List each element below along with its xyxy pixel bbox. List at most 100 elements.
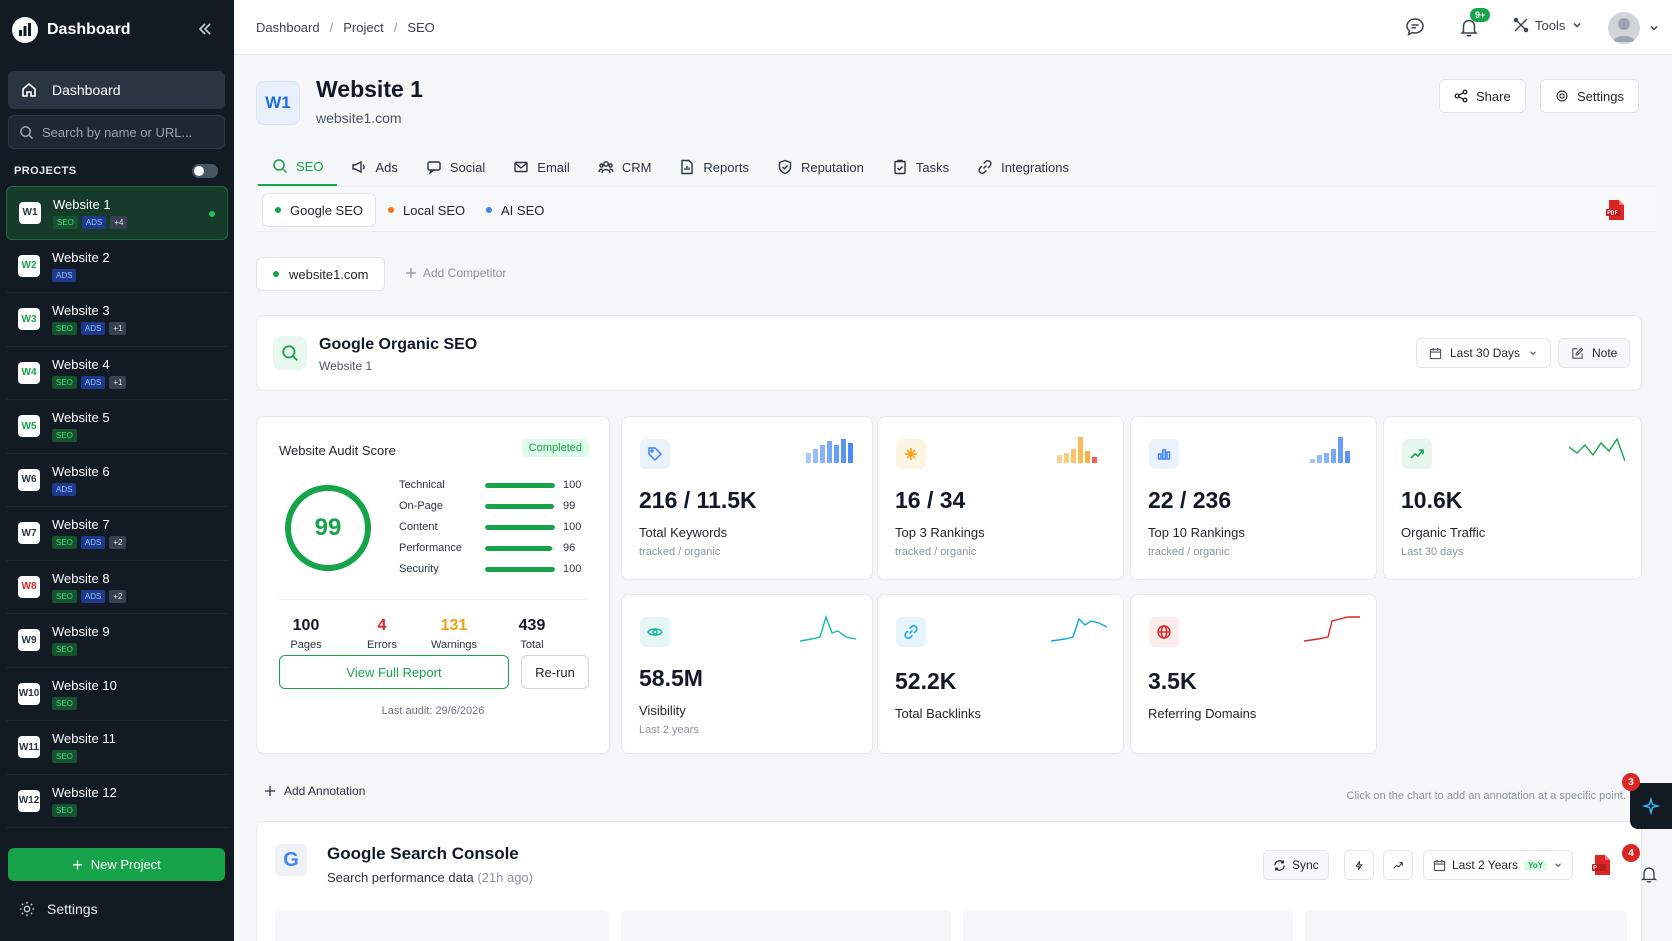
sidebar-project-item[interactable]: W7 Website 7 SEO ADS +2 [6, 507, 228, 561]
audit-metric-row: Content 100 [399, 517, 589, 537]
calendar-icon [1429, 347, 1442, 359]
kpi-card[interactable]: 22 / 236 Top 10 Rankings tracked / organ… [1130, 416, 1377, 580]
add-competitor-button[interactable]: Add Competitor [405, 266, 506, 280]
chat-icon[interactable] [1404, 16, 1426, 38]
kpi-card[interactable]: 52.2K Total Backlinks [877, 594, 1124, 754]
tab-integrations[interactable]: Integrations [963, 148, 1083, 186]
nav-dashboard[interactable]: Dashboard [8, 71, 225, 109]
sidebar-project-item[interactable]: W6 Website 6 ADS [6, 454, 228, 507]
projects-header: PROJECTS [14, 164, 218, 178]
site-url: website1.com [316, 110, 402, 126]
ai-assistant-button[interactable] [1630, 783, 1672, 829]
lightning-button[interactable] [1344, 850, 1374, 880]
sidebar-project-item[interactable]: W3 Website 3 SEO ADS +1 [6, 293, 228, 347]
sidebar-search-input[interactable] [42, 124, 212, 140]
plus-icon [406, 268, 416, 278]
gsc-date-range-select[interactable]: Last 2 Years YoY [1423, 850, 1574, 880]
kpi-card[interactable]: 58.5M Visibility Last 2 years [621, 594, 873, 754]
email-icon [513, 159, 529, 175]
subtab-bar: Google SEO Local SEO AI SEO [256, 186, 1656, 232]
loading-placeholder [1305, 910, 1627, 941]
tab-reports[interactable]: Reports [665, 148, 763, 186]
rerun-button[interactable]: Re-run [521, 655, 589, 689]
project-tag-ads: ADS [52, 268, 77, 282]
audit-metric-row: Performance 96 [399, 538, 589, 558]
sidebar-project-item[interactable]: W9 Website 9 SEO [6, 614, 228, 668]
new-project-button[interactable]: + New Project [8, 848, 225, 881]
sidebar-project-item[interactable]: W4 Website 4 SEO ADS +1 [6, 347, 228, 400]
sparkline-chart [800, 613, 856, 643]
subtab-ai-seo[interactable]: AI SEO [474, 193, 556, 227]
edit-icon [1572, 347, 1584, 359]
trend-button[interactable] [1383, 850, 1413, 880]
view-full-report-button[interactable]: View Full Report [279, 655, 509, 689]
settings-button[interactable]: Settings [1540, 79, 1639, 113]
audit-stat-value: 439 [518, 617, 546, 634]
kpi-card[interactable]: 10.6K Organic Traffic Last 30 days [1383, 416, 1642, 580]
ai-assistant-badge: 3 [1622, 773, 1640, 791]
search-icon [273, 336, 307, 370]
tab-tasks[interactable]: Tasks [878, 148, 963, 186]
subtab-google-seo[interactable]: Google SEO [262, 193, 376, 227]
sidebar-settings[interactable]: Settings [18, 900, 98, 918]
user-avatar[interactable] [1608, 12, 1640, 44]
project-info: Website 11 SEO [52, 731, 116, 764]
tab-reputation[interactable]: Reputation [763, 148, 878, 186]
project-info: Website 7 SEO ADS +2 [52, 517, 127, 550]
note-button[interactable]: Note [1558, 338, 1631, 368]
project-name: Website 5 [52, 410, 110, 426]
sidebar-project-item[interactable]: W10 Website 10 SEO [6, 668, 228, 721]
collapse-sidebar-icon[interactable] [196, 20, 214, 38]
audit-score-value: 99 [314, 514, 342, 541]
trend-up-icon [1393, 861, 1403, 869]
project-badge: W9 [18, 629, 40, 652]
breadcrumb-dashboard[interactable]: Dashboard [256, 20, 320, 35]
social-icon [426, 159, 442, 175]
sidebar-project-item[interactable]: W5 Website 5 SEO [6, 400, 228, 454]
sync-button[interactable]: Sync [1263, 850, 1329, 880]
subtab-local-seo[interactable]: Local SEO [376, 193, 477, 227]
add-annotation-button[interactable]: Add Annotation [264, 784, 365, 798]
floating-bell-icon[interactable] [1639, 864, 1659, 884]
kpi-card[interactable]: 216 / 11.5K Total Keywords tracked / org… [621, 416, 873, 580]
notification-bell-icon[interactable] [1458, 16, 1480, 38]
project-badge: W3 [18, 308, 40, 331]
gsc-subtitle: Search performance data (21h ago) [327, 870, 533, 885]
audit-metric-label: Content [399, 521, 438, 533]
pdf-export-icon[interactable] [1604, 198, 1628, 222]
sidebar-project-item[interactable]: W1 Website 1 SEO ADS +4 [6, 186, 228, 240]
project-name: Website 12 [52, 784, 117, 800]
competitor-site-chip[interactable]: website1.com [256, 257, 386, 291]
project-info: Website 10 SEO [52, 678, 117, 710]
sidebar-project-item[interactable]: W12 Website 12 SEO [6, 775, 228, 828]
share-button[interactable]: Share [1439, 79, 1526, 113]
tab-email[interactable]: Email [499, 148, 584, 186]
search-console-panel: G Google Search Console Search performan… [256, 821, 1642, 941]
gear-icon [1556, 90, 1568, 102]
project-tags: ADS [52, 482, 110, 496]
projects-toggle[interactable] [192, 164, 218, 178]
date-range-select[interactable]: Last 30 Days [1416, 338, 1552, 368]
breadcrumb-project[interactable]: Project [343, 20, 384, 35]
sidebar-project-item[interactable]: W2 Website 2 ADS [6, 240, 228, 293]
project-name: Website 7 [52, 517, 110, 533]
project-name: Website 9 [52, 624, 110, 640]
tab-label: Reports [703, 159, 749, 175]
tab-crm[interactable]: CRM [584, 148, 666, 186]
sidebar-project-item[interactable]: W8 Website 8 SEO ADS +2 [6, 561, 228, 614]
sidebar-project-item[interactable]: W11 Website 11 SEO [6, 721, 228, 775]
pdf-export-icon[interactable] [1590, 853, 1614, 877]
tab-seo[interactable]: SEO [258, 148, 338, 186]
tab-social[interactable]: Social [412, 148, 499, 186]
tab-ads[interactable]: Ads [337, 148, 411, 186]
kpi-card[interactable]: 3.5K Referring Domains [1130, 594, 1377, 754]
chevron-down-icon[interactable] [1648, 22, 1660, 34]
audit-stat-label: Total [520, 639, 544, 651]
tools-menu[interactable]: Tools [1513, 17, 1583, 33]
project-tag-seo: SEO [52, 589, 77, 603]
subtab-label: AI SEO [501, 202, 545, 218]
kpi-card[interactable]: 16 / 34 Top 3 Rankings tracked / organic [877, 416, 1124, 580]
kpi-value: 22 / 236 [1148, 487, 1232, 513]
audit-metric-fill [485, 524, 555, 530]
project-list: W1 Website 1 SEO ADS +4 W2 Website 2 ADS W… [6, 186, 228, 828]
